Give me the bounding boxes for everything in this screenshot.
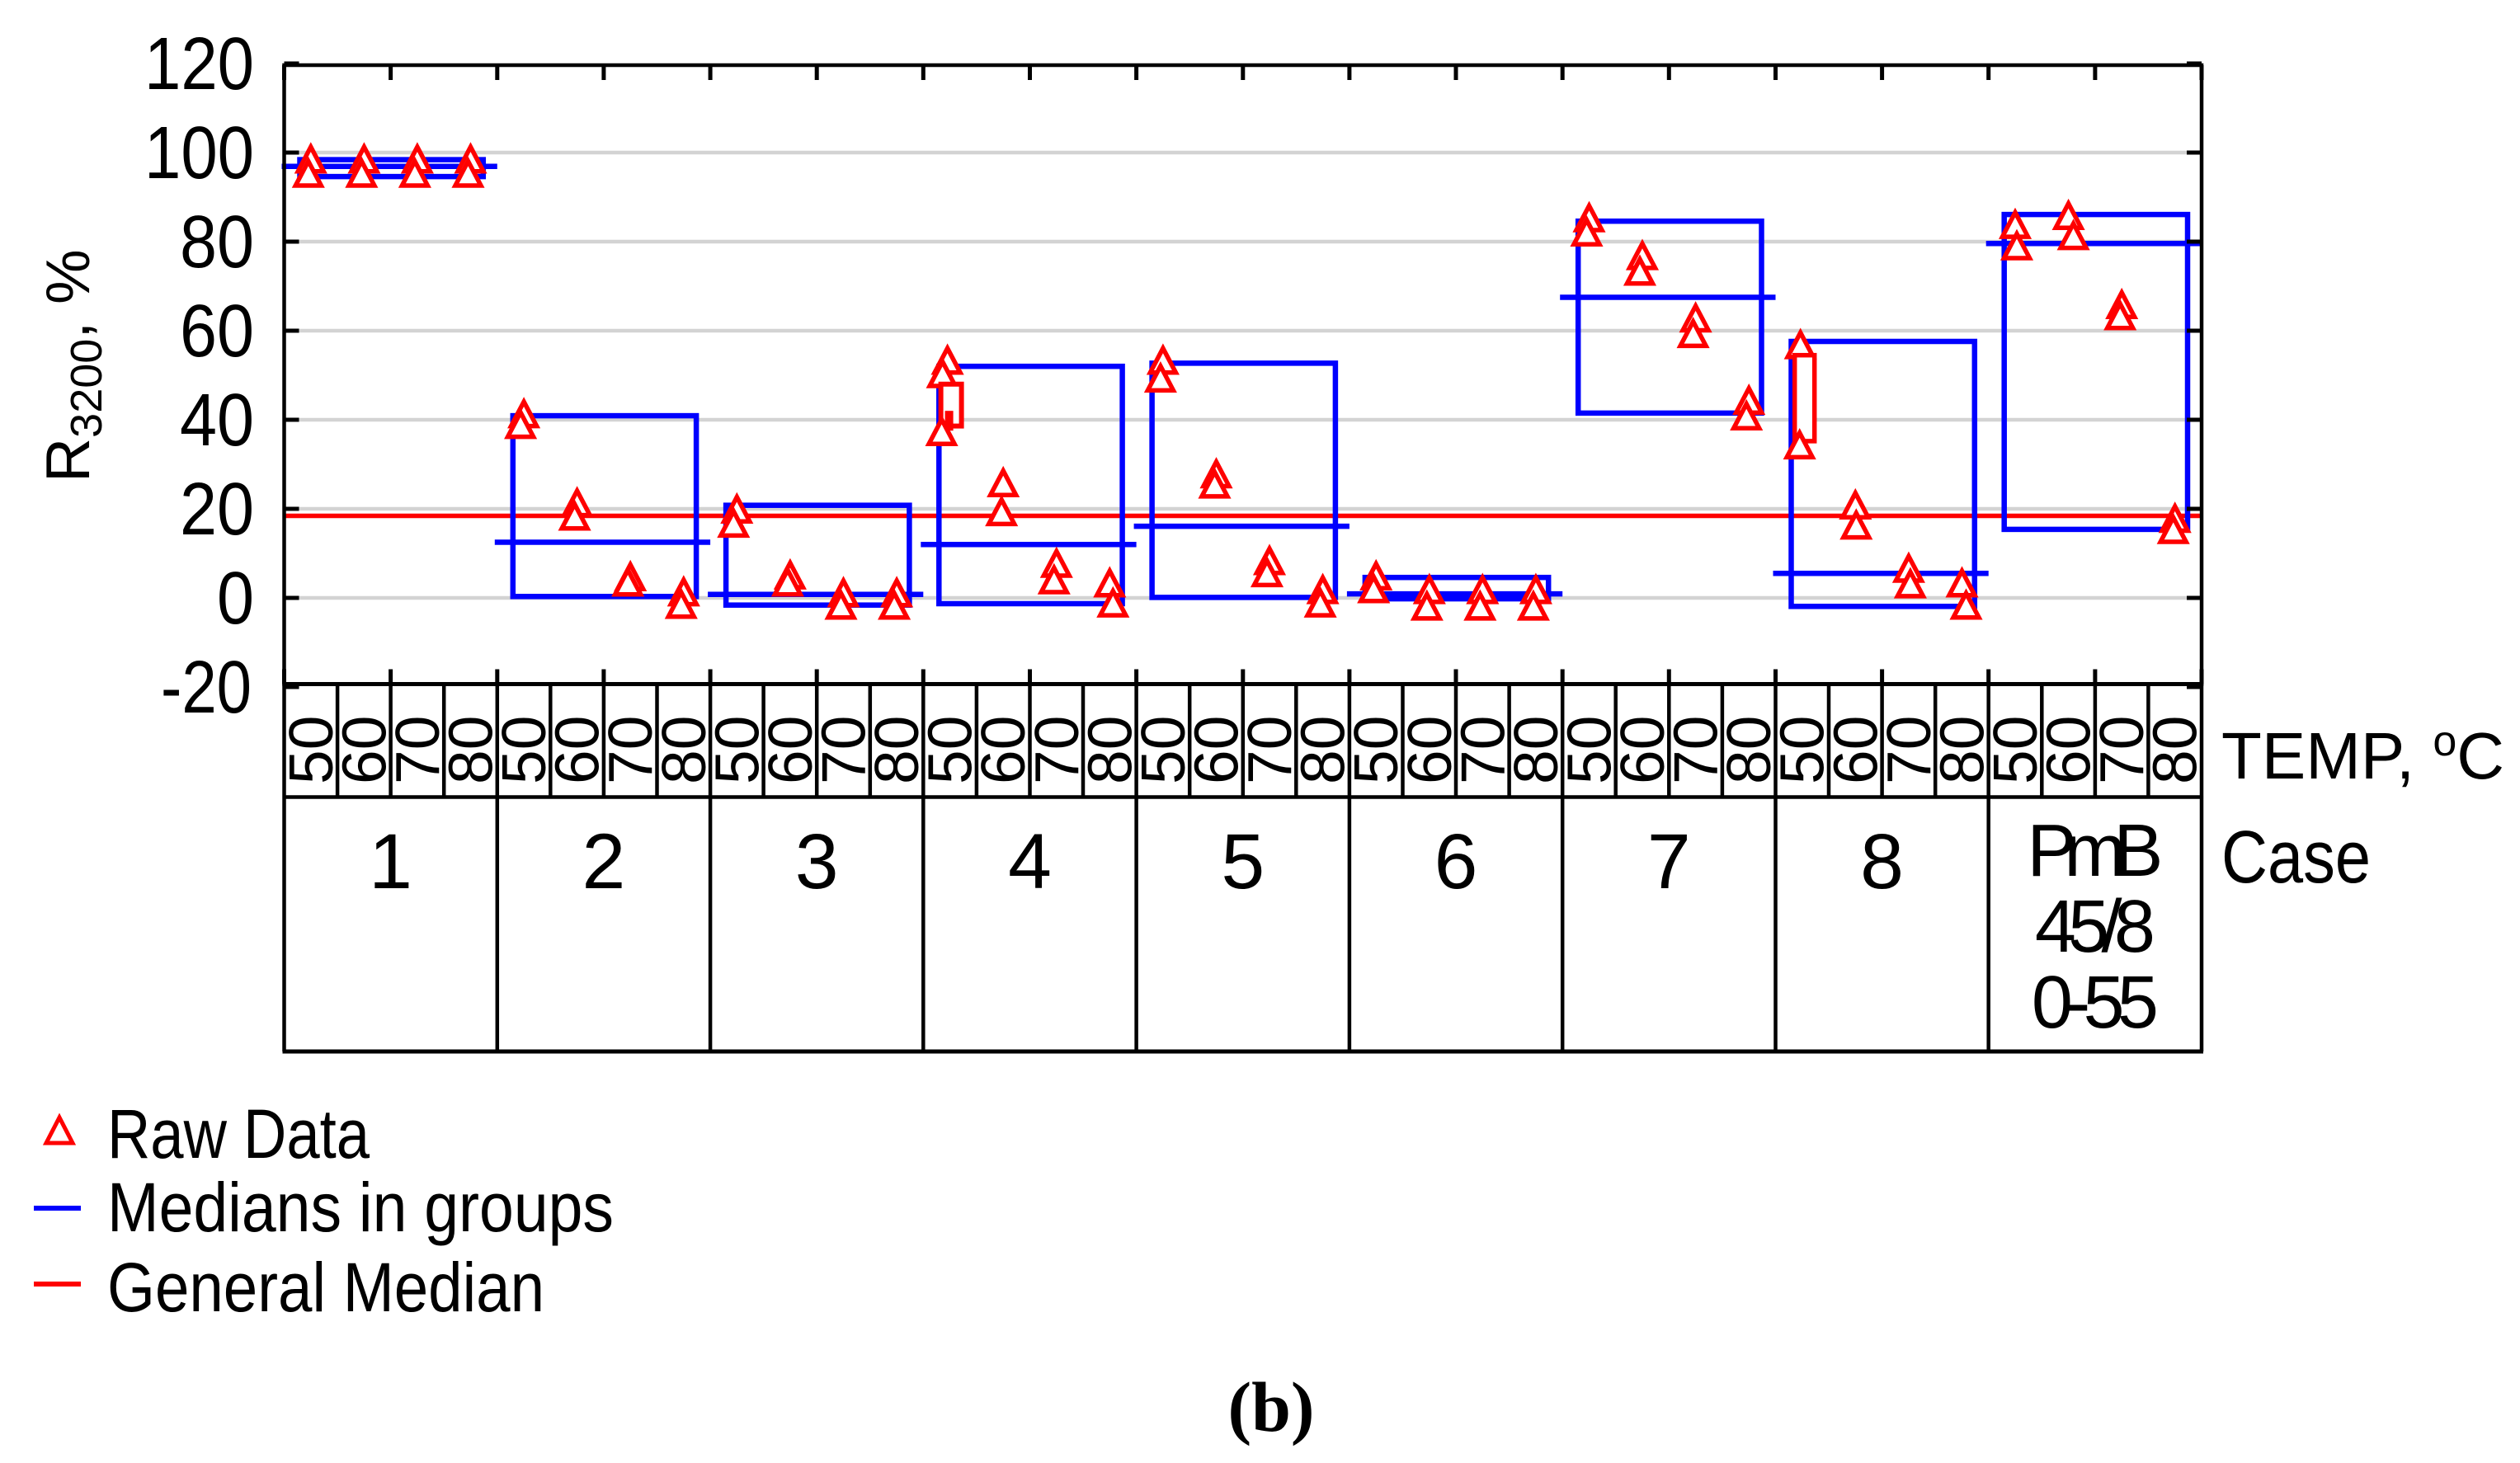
- svg-text:General Median: General Median: [107, 1249, 544, 1326]
- svg-text:50: 50: [276, 716, 346, 784]
- svg-text:60: 60: [2034, 716, 2103, 784]
- svg-text:60: 60: [1608, 716, 1677, 784]
- svg-text:60: 60: [756, 716, 825, 784]
- svg-text:70: 70: [2087, 716, 2156, 784]
- svg-text:50: 50: [1128, 716, 1198, 784]
- svg-text:40: 40: [180, 379, 254, 462]
- svg-text:60: 60: [180, 290, 254, 373]
- svg-text:PmB: PmB: [2027, 810, 2163, 892]
- svg-text:-20: -20: [161, 647, 252, 729]
- svg-text:70: 70: [809, 716, 878, 784]
- svg-text:50: 50: [1555, 716, 1624, 784]
- svg-text:Case: Case: [2221, 816, 2371, 899]
- svg-text:70: 70: [1874, 716, 1943, 784]
- svg-text:80: 80: [1501, 716, 1571, 784]
- svg-text:20: 20: [180, 468, 254, 551]
- svg-text:80: 80: [1714, 716, 1783, 784]
- svg-text:TEMP, oC: TEMP, oC: [2221, 717, 2504, 793]
- svg-text:70: 70: [1661, 716, 1731, 784]
- svg-text:60: 60: [329, 716, 398, 784]
- svg-text:50: 50: [702, 716, 771, 784]
- svg-text:0: 0: [217, 557, 254, 640]
- svg-text:60: 60: [968, 716, 1038, 784]
- svg-text:70: 70: [1448, 716, 1517, 784]
- svg-text:60: 60: [543, 716, 612, 784]
- svg-text:80: 80: [649, 716, 718, 784]
- svg-text:50: 50: [1768, 716, 1837, 784]
- svg-text:5: 5: [1221, 818, 1265, 906]
- svg-text:2: 2: [582, 818, 625, 906]
- svg-text:100: 100: [144, 112, 254, 195]
- svg-text:Medians in groups: Medians in groups: [107, 1169, 614, 1246]
- svg-text:4: 4: [1008, 818, 1052, 906]
- svg-text:80: 80: [1288, 716, 1358, 784]
- svg-text:8: 8: [1860, 818, 1904, 906]
- svg-text:80: 80: [436, 716, 506, 784]
- svg-text:50: 50: [916, 716, 985, 784]
- svg-text:7: 7: [1647, 818, 1691, 906]
- svg-text:80: 80: [862, 716, 931, 784]
- svg-text:80: 80: [180, 201, 254, 284]
- svg-text:70: 70: [596, 716, 665, 784]
- svg-text:120: 120: [144, 23, 254, 106]
- svg-text:80: 80: [1928, 716, 1997, 784]
- svg-text:60: 60: [1182, 716, 1251, 784]
- svg-text:3: 3: [795, 818, 839, 906]
- svg-text:45/8: 45/8: [2035, 886, 2155, 968]
- svg-text:70: 70: [1022, 716, 1091, 784]
- svg-text:0-55: 0-55: [2032, 962, 2159, 1044]
- svg-text:Raw Data: Raw Data: [107, 1095, 370, 1173]
- svg-text:70: 70: [1235, 716, 1304, 784]
- svg-text:50: 50: [489, 716, 558, 784]
- svg-text:60: 60: [1395, 716, 1464, 784]
- svg-text:(b): (b): [1227, 1367, 1314, 1447]
- svg-text:50: 50: [1981, 716, 2050, 784]
- svg-text:60: 60: [1821, 716, 1890, 784]
- svg-text:50: 50: [1341, 716, 1411, 784]
- svg-text:80: 80: [1075, 716, 1144, 784]
- svg-text:80: 80: [2141, 716, 2210, 784]
- svg-text:1: 1: [369, 818, 412, 906]
- svg-text:70: 70: [383, 716, 452, 784]
- svg-text:6: 6: [1434, 818, 1478, 906]
